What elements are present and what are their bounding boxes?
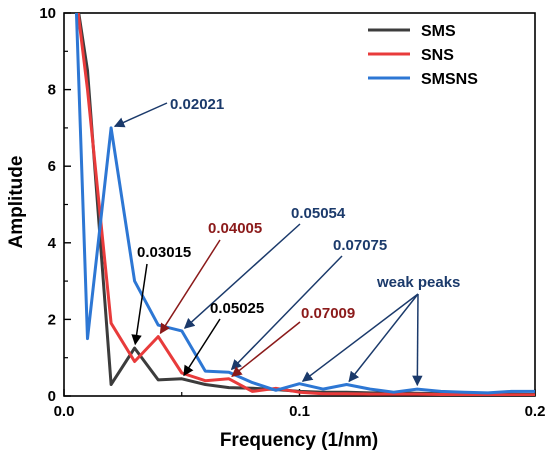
legend-label: SMS [421, 23, 456, 40]
axes-group: 0.0 0.1 0.2 0 2 4 6 8 10 [39, 5, 545, 420]
y-tick-label: 8 [48, 82, 56, 99]
series-line-sns [76, 13, 535, 396]
x-tick-label: 0.0 [54, 403, 75, 420]
y-tick-label: 6 [48, 158, 56, 175]
annotation-label: 0.05054 [291, 205, 346, 222]
annotation-label: 0.07009 [301, 305, 355, 322]
y-axis-title: Amplitude [6, 156, 27, 249]
y-tick-label: 0 [48, 388, 56, 405]
annotation-arrow [131, 263, 148, 346]
annotation-arrow [231, 321, 301, 377]
y-tick-label: 2 [48, 311, 56, 328]
annotation-arrow [230, 255, 343, 371]
annotation-label: weak peaks [376, 274, 460, 291]
annotation-label: 0.05025 [210, 300, 264, 317]
x-tick-label: 0.2 [525, 403, 546, 420]
annotation-label: 0.04005 [208, 220, 262, 237]
annotations-group: 0.02021 0.03015 0.04005 0.05054 0.05025 0.070… [113, 96, 460, 387]
annotation-arrow [183, 223, 301, 329]
y-tick-label: 10 [39, 5, 56, 22]
x-tick-label: 0.1 [289, 403, 310, 420]
y-tick-label: 4 [48, 235, 57, 252]
series-group [74, 13, 535, 396]
annotation-label: 0.07075 [333, 237, 387, 254]
annotation-label: 0.03015 [137, 244, 191, 261]
annotation-arrow [113, 102, 168, 128]
annotation-arrow [348, 293, 419, 383]
series-line-smsns [74, 13, 535, 395]
legend: SMS SNS SMSNS [368, 23, 478, 88]
annotation-arrow [412, 293, 423, 387]
legend-label: SMSNS [421, 71, 478, 88]
annotation-label: 0.02021 [170, 96, 224, 113]
x-axis-title: Frequency (1/nm) [220, 430, 378, 451]
annotation-arrow [183, 318, 221, 377]
annotation-arrow [159, 239, 221, 335]
series-line-sms [77, 13, 535, 396]
legend-label: SNS [421, 47, 454, 64]
annotation-arrow [301, 293, 419, 382]
